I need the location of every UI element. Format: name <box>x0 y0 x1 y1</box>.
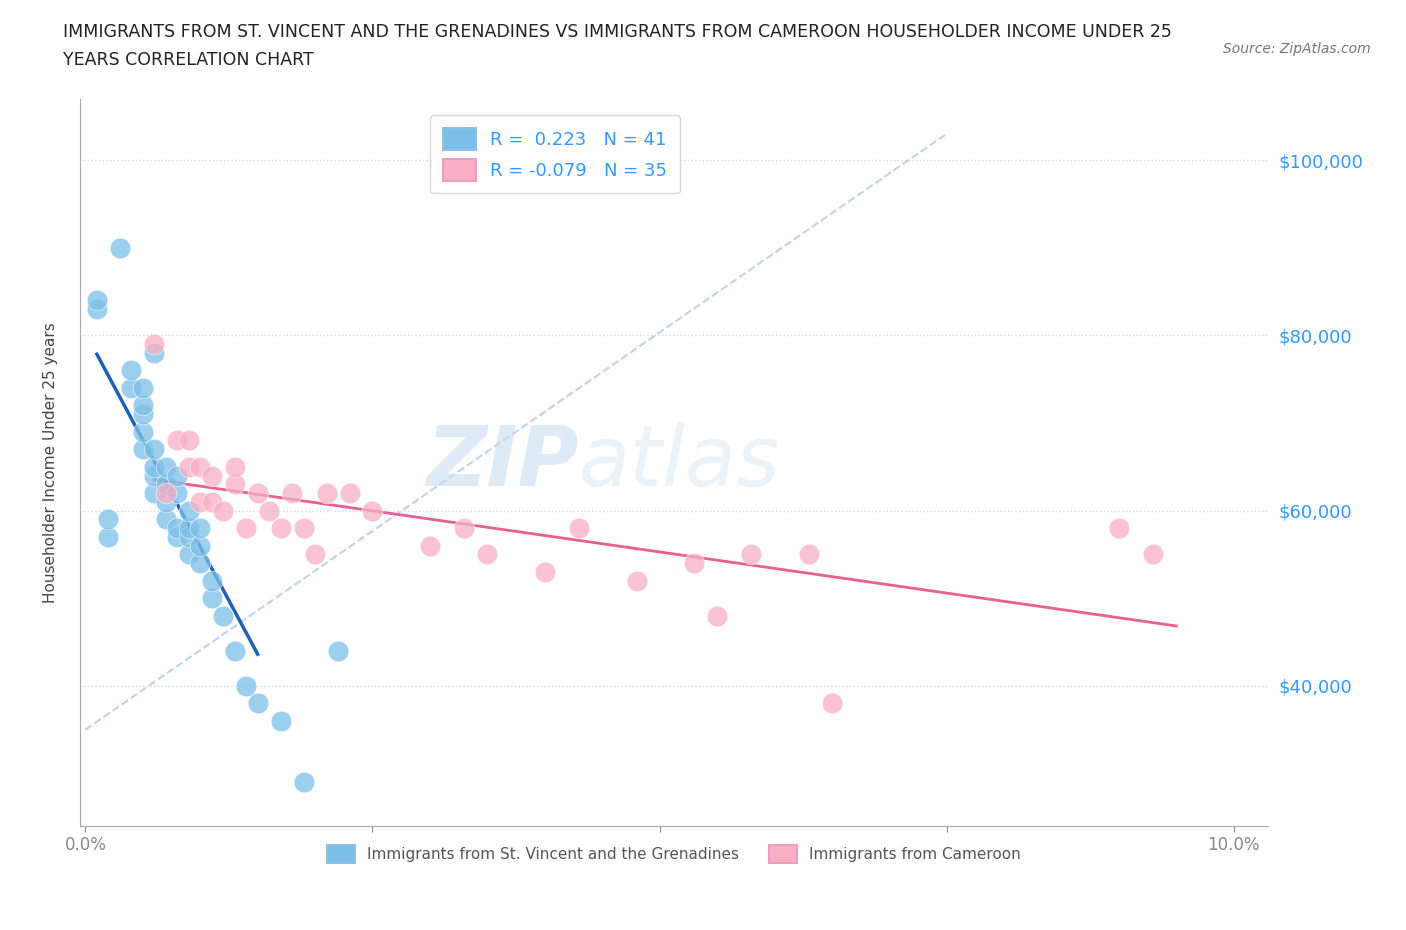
Point <box>1108 521 1130 536</box>
Point <box>97 512 120 526</box>
Point <box>224 477 246 492</box>
Point <box>533 565 555 579</box>
Point <box>166 433 188 448</box>
Point <box>201 573 224 588</box>
Point <box>361 503 384 518</box>
Point <box>86 301 108 316</box>
Point <box>155 485 177 500</box>
Point <box>224 459 246 474</box>
Point <box>201 591 224 605</box>
Point <box>143 459 166 474</box>
Point <box>706 608 728 623</box>
Text: atlas: atlas <box>579 422 780 503</box>
Point <box>683 556 706 571</box>
Text: YEARS CORRELATION CHART: YEARS CORRELATION CHART <box>63 51 314 69</box>
Point <box>143 468 166 483</box>
Y-axis label: Householder Income Under 25 years: Householder Income Under 25 years <box>44 322 58 603</box>
Point <box>212 608 235 623</box>
Point <box>270 713 292 728</box>
Point <box>292 521 315 536</box>
Point <box>292 775 315 790</box>
Point <box>188 521 211 536</box>
Point <box>188 459 211 474</box>
Point <box>188 538 211 553</box>
Point <box>315 485 337 500</box>
Point <box>166 521 188 536</box>
Point <box>224 644 246 658</box>
Point <box>120 380 142 395</box>
Point <box>477 547 499 562</box>
Point <box>132 442 155 457</box>
Point <box>143 345 166 360</box>
Point <box>453 521 475 536</box>
Point <box>132 398 155 413</box>
Point <box>1142 547 1164 562</box>
Point <box>166 485 188 500</box>
Point <box>821 696 844 711</box>
Point <box>166 529 188 544</box>
Point <box>626 573 648 588</box>
Point <box>339 485 361 500</box>
Point <box>143 485 166 500</box>
Point <box>281 485 304 500</box>
Point <box>177 547 200 562</box>
Text: Source: ZipAtlas.com: Source: ZipAtlas.com <box>1223 42 1371 56</box>
Point <box>155 459 177 474</box>
Point <box>166 468 188 483</box>
Point <box>177 459 200 474</box>
Point <box>326 644 349 658</box>
Point <box>797 547 820 562</box>
Point <box>155 512 177 526</box>
Point <box>86 293 108 308</box>
Point <box>246 696 269 711</box>
Point <box>120 363 142 378</box>
Point <box>235 521 257 536</box>
Point <box>108 240 131 255</box>
Point <box>155 477 177 492</box>
Point <box>740 547 762 562</box>
Point <box>143 337 166 352</box>
Point <box>188 556 211 571</box>
Point <box>270 521 292 536</box>
Point <box>155 495 177 510</box>
Point <box>246 485 269 500</box>
Point <box>212 503 235 518</box>
Point <box>419 538 441 553</box>
Point <box>177 433 200 448</box>
Point <box>177 521 200 536</box>
Point <box>132 406 155 421</box>
Legend: Immigrants from St. Vincent and the Grenadines, Immigrants from Cameroon: Immigrants from St. Vincent and the Gren… <box>321 839 1026 870</box>
Point <box>201 495 224 510</box>
Point <box>97 529 120 544</box>
Text: ZIP: ZIP <box>426 422 579 503</box>
Point <box>132 424 155 439</box>
Point <box>177 503 200 518</box>
Point <box>177 529 200 544</box>
Point <box>132 380 155 395</box>
Point <box>201 468 224 483</box>
Point <box>235 678 257 693</box>
Point <box>568 521 591 536</box>
Point <box>257 503 280 518</box>
Text: IMMIGRANTS FROM ST. VINCENT AND THE GRENADINES VS IMMIGRANTS FROM CAMEROON HOUSE: IMMIGRANTS FROM ST. VINCENT AND THE GREN… <box>63 23 1173 41</box>
Point <box>304 547 326 562</box>
Point <box>143 442 166 457</box>
Point <box>188 495 211 510</box>
